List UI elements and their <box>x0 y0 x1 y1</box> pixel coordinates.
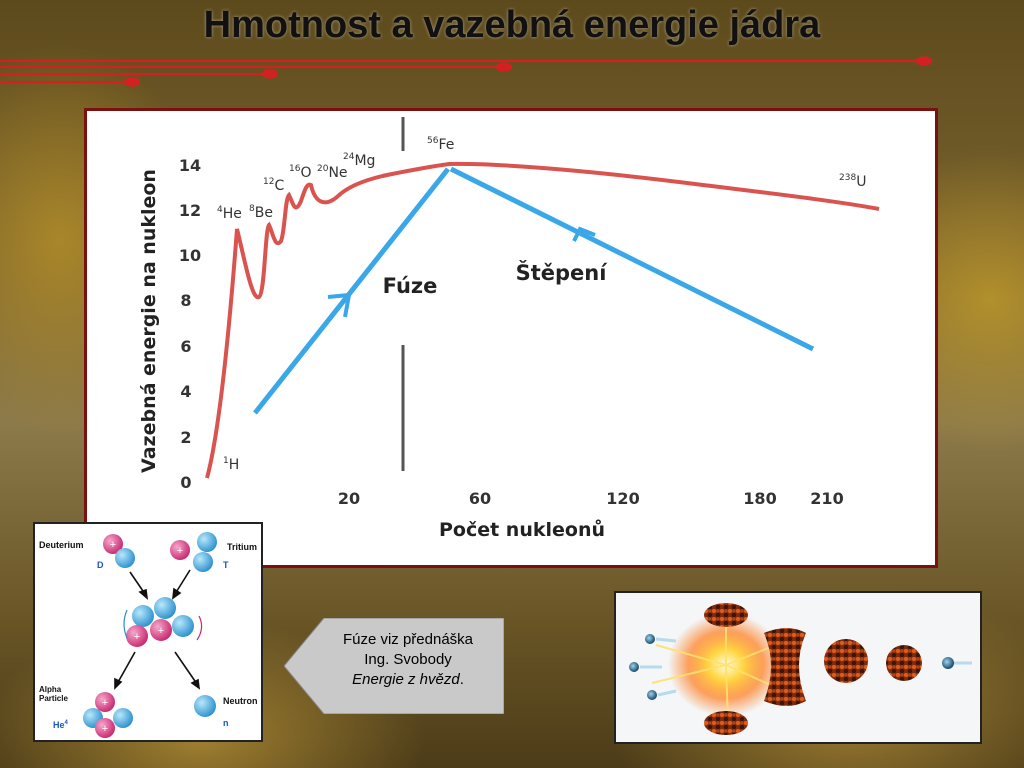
fission-arrow <box>449 166 815 352</box>
proton-sign: + <box>158 625 164 637</box>
y-tick-label: 6 <box>180 337 191 356</box>
callout-line-2: Ing. Svobody <box>364 651 452 668</box>
binding-energy-chart: Vazebná energie na nukleon 0 2 4 6 8 10 … <box>84 108 938 568</box>
x-tick-label: 20 <box>338 489 360 508</box>
y-tick-label: 0 <box>180 473 191 492</box>
fusion-arrow <box>253 167 450 415</box>
nuclide-label-c: 12C <box>263 177 284 194</box>
nuclide-label-u: 238U <box>839 173 866 190</box>
x-tick-label: 120 <box>606 489 639 508</box>
x-tick-label: 210 <box>810 489 843 508</box>
nuclide-label-fe: 56Fe <box>427 136 454 153</box>
nuclide-label-ne: 20Ne <box>317 164 348 181</box>
deuterium-symbol: D <box>97 560 104 570</box>
proton-sign: + <box>134 631 140 643</box>
nuclide-label-he: 4He <box>217 205 242 222</box>
fusion-reaction-diagram: Deuterium D Tritium T + + + + Alpha P <box>33 522 263 742</box>
y-axis-label: Vazebná energie na nukleon <box>138 169 160 473</box>
title-decoration <box>0 56 933 87</box>
proton-sign: + <box>102 697 108 709</box>
callout-text: Fúze viz přednáška Ing. Svobody Energie … <box>316 630 500 690</box>
nuclide-label-be: 8Be <box>249 204 273 221</box>
proton-sign: + <box>110 539 116 551</box>
neutron-symbol: n <box>223 718 229 728</box>
tritium-symbol: T <box>223 560 229 570</box>
x-axis-label: Počet nukleonů <box>439 518 605 541</box>
deuterium-label: Deuterium <box>39 540 84 550</box>
fission-arrowhead <box>572 226 596 242</box>
y-tick-label: 10 <box>179 246 201 265</box>
fusion-arrowhead <box>327 292 352 318</box>
tritium-label: Tritium <box>227 542 257 552</box>
callout-line-3: Energie z hvězd. <box>352 671 464 688</box>
fission-label: Štěpení <box>516 260 609 285</box>
x-tick-label: 180 <box>743 489 776 508</box>
proton-sign: + <box>177 545 183 557</box>
alpha-label-2: Particle <box>39 694 68 703</box>
y-tick-label: 12 <box>179 201 201 220</box>
y-tick-label: 8 <box>180 291 191 310</box>
nuclide-label-h: 1H <box>223 456 239 473</box>
nuclide-label-o: 16O <box>289 164 311 181</box>
neutron-label: Neutron <box>223 696 258 706</box>
alpha-label-1: Alpha <box>39 685 62 694</box>
y-tick-label: 2 <box>180 428 191 447</box>
callout-arrow-shape <box>284 618 504 714</box>
slide-title: Hmotnost a vazebná energie jádra <box>203 4 821 46</box>
y-tick-label: 14 <box>179 156 201 175</box>
proton-sign: + <box>102 723 108 735</box>
y-tick-label: 4 <box>180 382 191 401</box>
nuclide-label-mg: 24Mg <box>343 152 375 169</box>
x-tick-label: 60 <box>469 489 491 508</box>
callout-line-1: Fúze viz přednáška <box>342 631 474 648</box>
fusion-label: Fúze <box>383 274 438 298</box>
helium-label: He4 <box>53 720 69 730</box>
binding-energy-curve <box>205 161 880 479</box>
fission-illustration <box>614 591 982 744</box>
